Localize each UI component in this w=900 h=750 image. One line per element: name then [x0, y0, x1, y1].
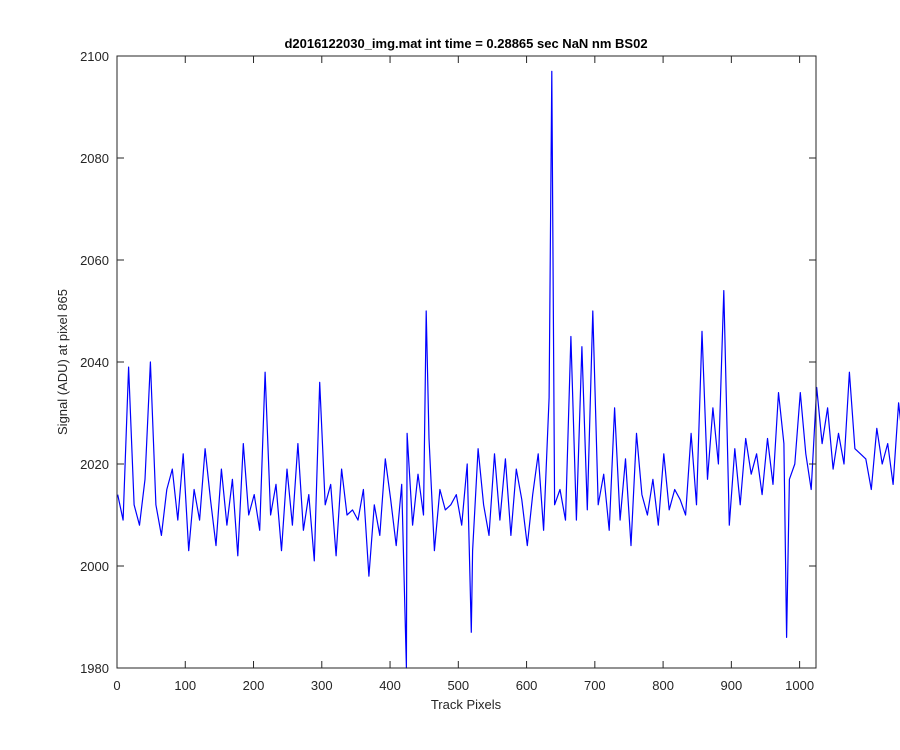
series-line [117, 70, 900, 669]
x-tick-label: 700 [584, 678, 606, 693]
x-tick-label: 800 [652, 678, 674, 693]
plot-area [117, 56, 816, 668]
x-axis-ticks: 0 100 200 300 400 500 600 700 800 900 1000 [113, 56, 814, 693]
x-axis-label: Track Pixels [431, 697, 502, 712]
y-tick-label: 2080 [80, 151, 109, 166]
x-tick-label: 400 [379, 678, 401, 693]
x-tick-label: 100 [174, 678, 196, 693]
x-tick-label: 0 [113, 678, 120, 693]
x-tick-label: 600 [516, 678, 538, 693]
y-tick-label: 2100 [80, 49, 109, 64]
x-tick-label: 300 [311, 678, 333, 693]
y-axis-ticks: 1980 2000 2020 2040 2060 2080 2100 [80, 49, 816, 676]
x-tick-label: 900 [721, 678, 743, 693]
y-tick-label: 2040 [80, 355, 109, 370]
y-tick-label: 2020 [80, 457, 109, 472]
series-layer [117, 70, 900, 669]
x-tick-label: 500 [447, 678, 469, 693]
y-axis-label: Signal (ADU) at pixel 865 [55, 289, 70, 435]
y-tick-label: 2060 [80, 253, 109, 268]
y-tick-label: 2000 [80, 559, 109, 574]
x-tick-label: 200 [243, 678, 265, 693]
chart-title: d2016122030_img.mat int time = 0.28865 s… [284, 36, 647, 51]
x-tick-label: 1000 [785, 678, 814, 693]
y-tick-label: 1980 [80, 661, 109, 676]
